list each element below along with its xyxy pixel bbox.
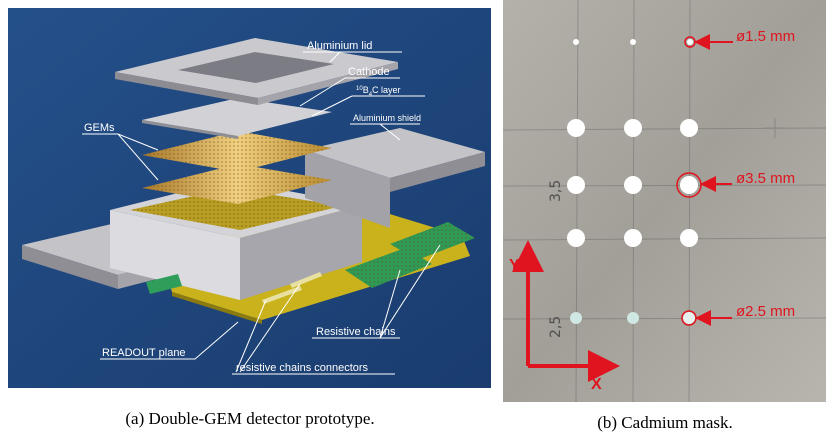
panel-a: Aluminium lid Cathode 10B4C layer GEMs A… [8, 8, 491, 428]
detector-drawing-part [240, 205, 362, 300]
handwriting-spacing: 3,5 [548, 180, 564, 202]
caption-a: (a) Double-GEM detector prototype. [125, 409, 374, 428]
detector-drawing-part [390, 152, 485, 192]
holes-part [687, 39, 693, 45]
leader-lines [82, 51, 441, 375]
detector-drawing-part [130, 188, 342, 230]
leader-lines-part [100, 321, 239, 360]
panel-b: ø1.5 mm ø3.5 mm ø2.5 mm Y X 3,5 2,5 (b) … [502, 0, 827, 432]
holes-part [680, 119, 698, 137]
label-b4c-layer: 10B4C layer [356, 85, 401, 98]
detector-drawing-part [142, 120, 238, 139]
label-resistive-chains: Resistive chains [316, 326, 396, 338]
detector-drawing-part [142, 131, 332, 172]
leader-lines-part [303, 51, 402, 63]
label-aluminium-shield: Aluminium shield [353, 113, 421, 123]
holes-part [680, 176, 698, 194]
pencil-grid [502, 0, 827, 403]
holes [567, 39, 698, 324]
pencil-grid-part [502, 127, 827, 131]
leader-lines-part [350, 123, 420, 141]
detector-drawing [22, 38, 485, 324]
label-readout-plane: READOUT plane [102, 347, 186, 359]
holes-part [627, 312, 639, 324]
hole-label-medium: ø2.5 mm [736, 303, 795, 320]
detector-drawing-part [115, 72, 258, 105]
leader-lines-part [82, 133, 159, 181]
axis-y-label: Y [509, 257, 520, 274]
leader-lines-part [312, 244, 441, 339]
b4c-isotope: 10 [356, 86, 363, 92]
detector-drawing-part [22, 245, 118, 289]
caption-b: (b) Cadmium mask. [597, 413, 733, 432]
holes-part [624, 119, 642, 137]
axis-x-label: X [591, 376, 602, 393]
holes-part [624, 229, 642, 247]
pencil-grid-part [632, 0, 635, 403]
b4c-rest: C layer [372, 85, 401, 95]
b4c-subscript: 4 [369, 92, 373, 98]
pencil-grid-part [502, 184, 827, 187]
pencil-grid-part [502, 237, 827, 241]
panel-b-background [503, 0, 826, 402]
pencil-grid-part [688, 0, 691, 403]
holes-part [567, 229, 585, 247]
detector-drawing-part [146, 274, 182, 294]
detector-drawing-part [305, 150, 390, 228]
label-gems: GEMs [84, 122, 115, 134]
label-cathode: Cathode [348, 66, 390, 78]
axes-arrows [512, 240, 620, 382]
holes-part [567, 119, 585, 137]
detector-drawing-part [172, 292, 262, 324]
holes-part [624, 176, 642, 194]
label-arrows [694, 34, 733, 326]
handwriting-spacing: 2,5 [548, 316, 564, 338]
holes-part [567, 176, 585, 194]
holes-part [630, 39, 636, 45]
detector-drawing-part [258, 62, 398, 105]
detector-drawing-part [142, 164, 332, 204]
holes-part [680, 229, 698, 247]
holes-part [570, 312, 582, 324]
holes-part [683, 312, 695, 324]
hole-label-large: ø3.5 mm [736, 170, 795, 187]
detector-drawing-part [110, 210, 240, 300]
detector-drawing-part [345, 248, 432, 288]
leader-lines-part [232, 283, 395, 375]
detector-drawing-part [290, 272, 322, 288]
label-connectors: resistive chains connectors [236, 362, 369, 374]
holes-part [573, 39, 579, 45]
leader-lines-part [299, 77, 400, 107]
pencil-grid-part [502, 317, 827, 320]
b4c-element: B [363, 85, 369, 95]
leader-lines-part [311, 95, 425, 117]
detector-drawing-part [305, 128, 485, 178]
detector-drawing-part [178, 52, 334, 83]
detector-drawing-part [142, 98, 332, 136]
pencil-grid-part [575, 0, 579, 403]
label-aluminium-lid: Aluminium lid [307, 40, 372, 52]
hole-label-small: ø1.5 mm [736, 28, 795, 45]
detector-drawing-part [390, 222, 475, 260]
detector-drawing-part [262, 286, 302, 304]
